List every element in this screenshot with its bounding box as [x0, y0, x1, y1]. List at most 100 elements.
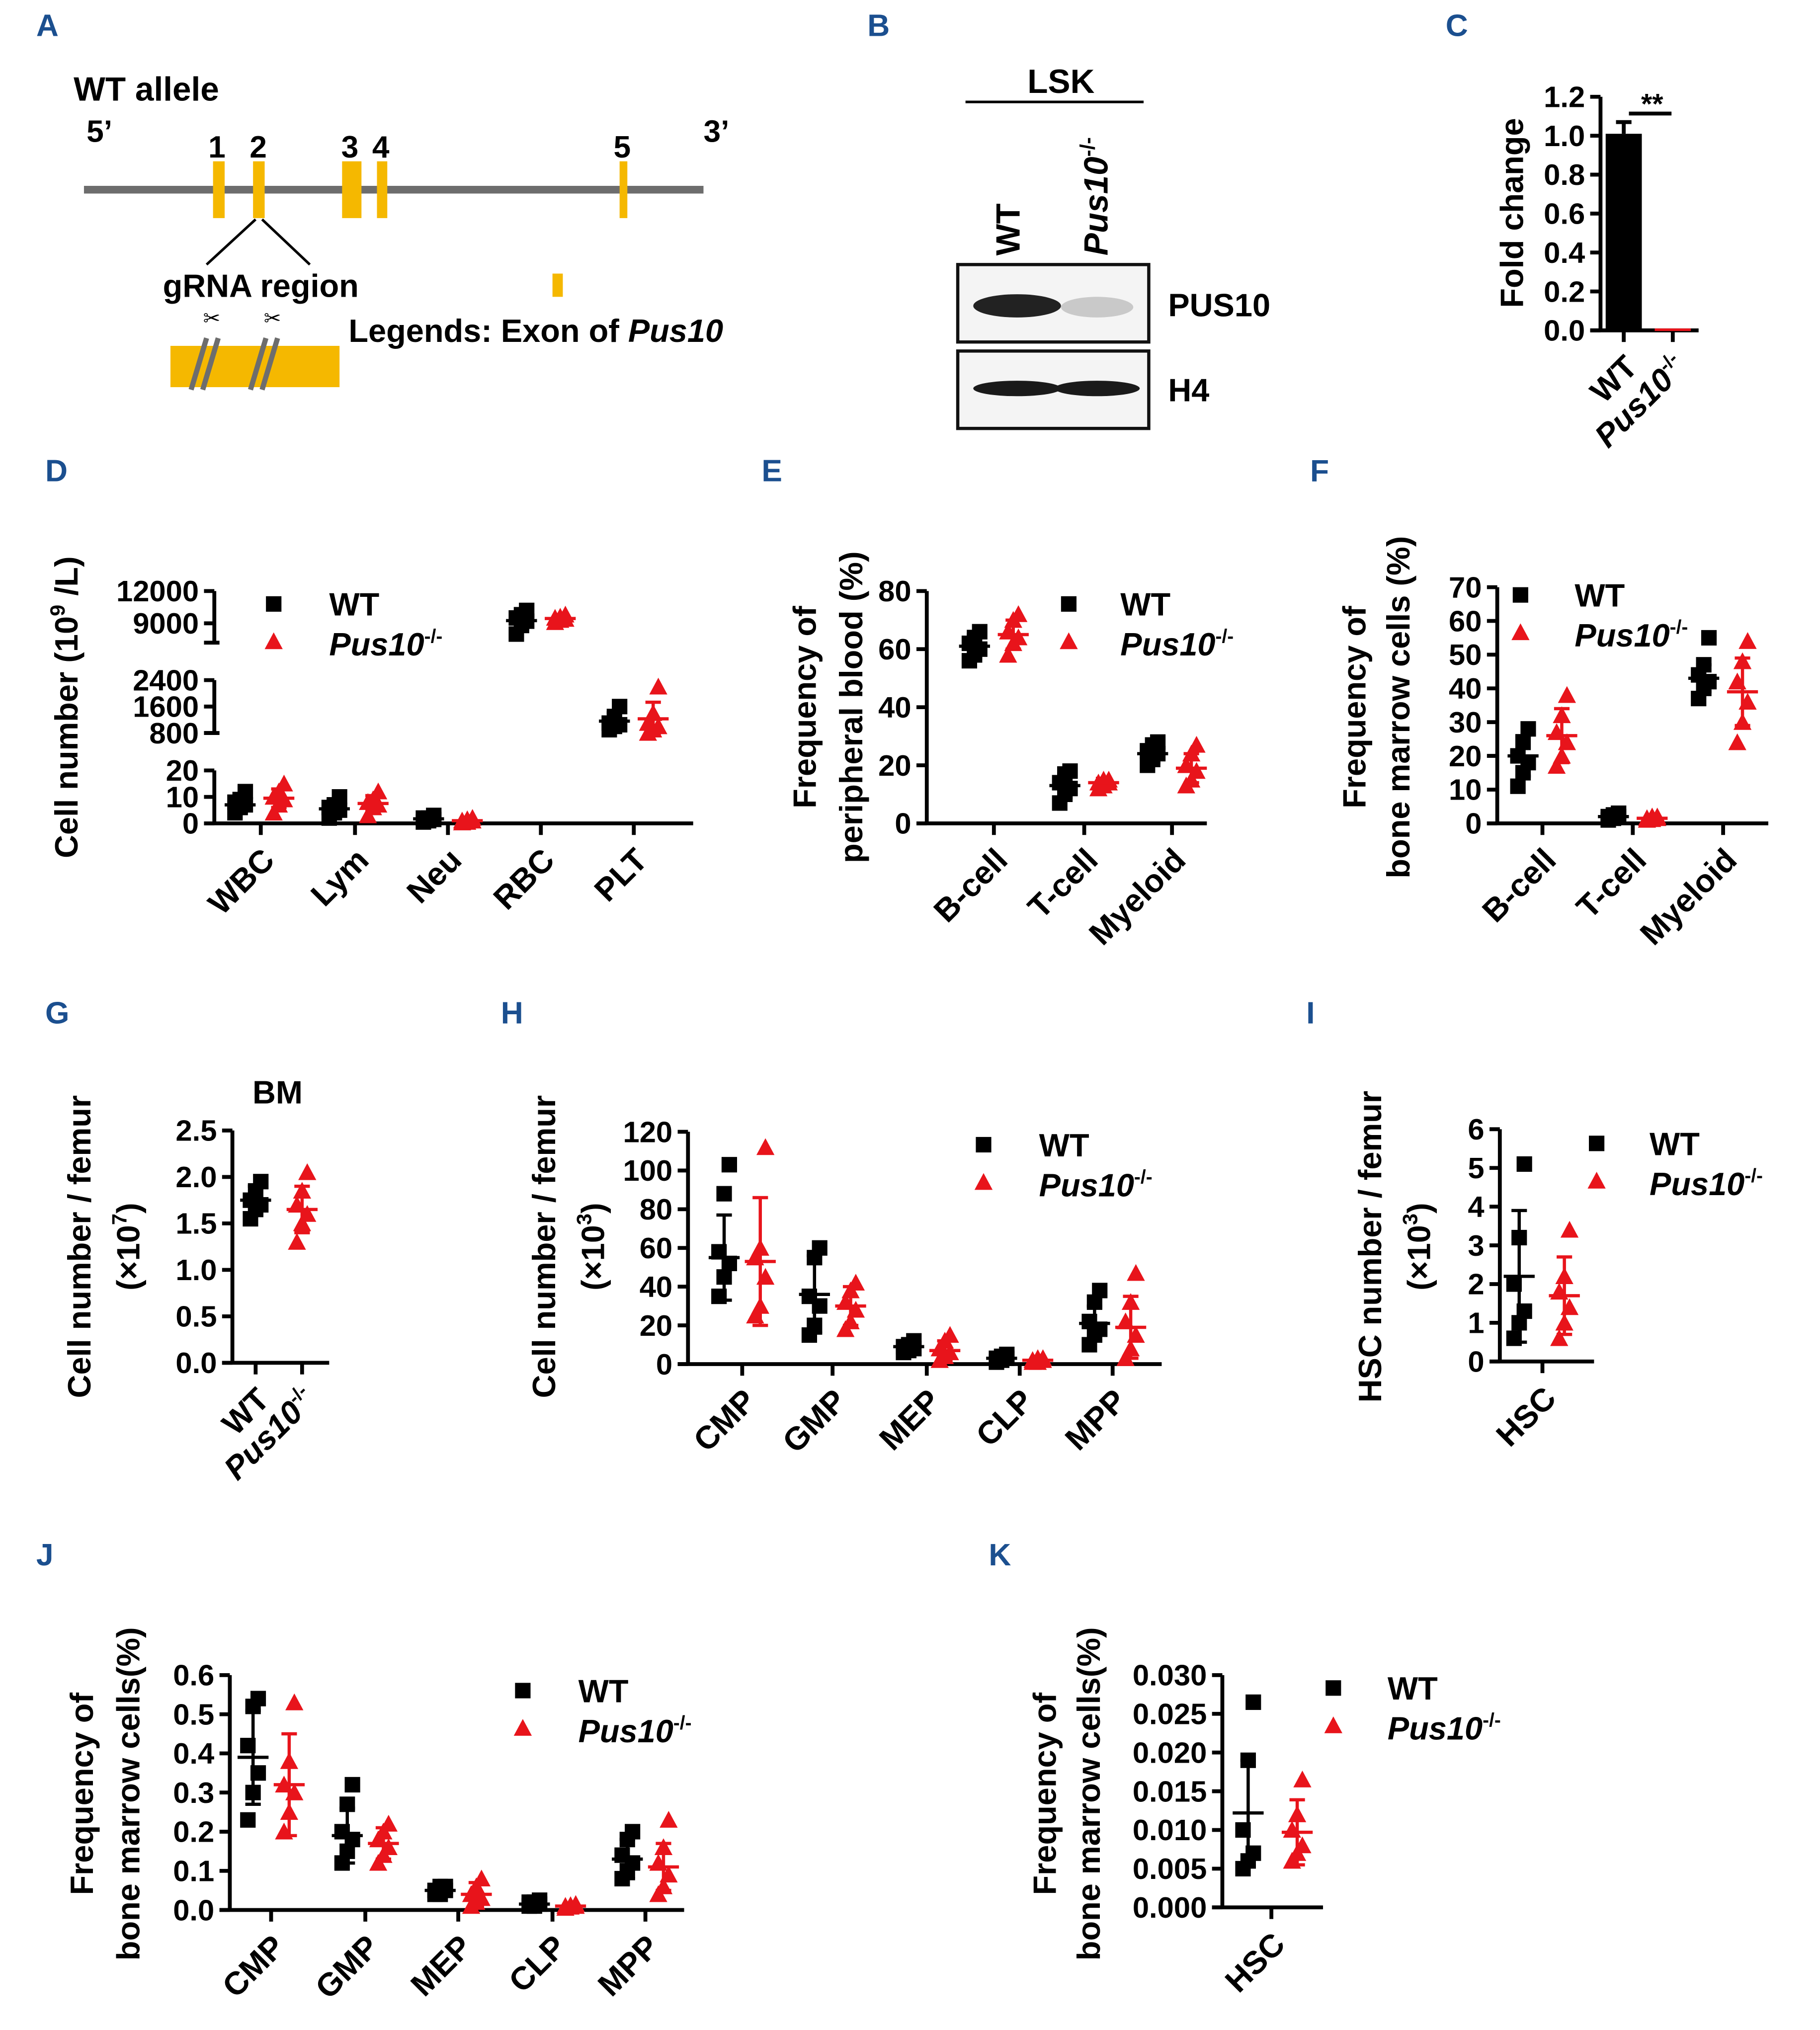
y-tick-label: 2.0	[175, 1160, 217, 1194]
y-tick-label: 20	[640, 1309, 672, 1342]
zoom-line	[261, 218, 311, 266]
y-tick-label: 0	[182, 807, 199, 840]
legend-exon-swatch	[552, 273, 563, 297]
y-tick-label: 40	[1449, 672, 1482, 705]
legend-ko-marker	[513, 1719, 532, 1736]
legend-ko-label: Pus10-/-	[1120, 626, 1234, 662]
three-prime-label: 3’	[703, 115, 729, 149]
five-prime-label: 5’	[86, 115, 112, 149]
panel-letter: E	[761, 454, 782, 488]
exon-number: 1	[208, 130, 226, 164]
panel-letter: K	[989, 1538, 1011, 1572]
y-tick-label: 0.4	[173, 1737, 214, 1770]
y-tick-label: 2400	[133, 663, 199, 697]
y-tick-label: 0.5	[173, 1698, 214, 1731]
zoom-line	[205, 218, 257, 266]
grna-label: gRNA region	[163, 267, 359, 304]
panel-letter: G	[45, 996, 69, 1030]
y-tick-label: 0.020	[1133, 1736, 1207, 1769]
y-tick-label: 0.1	[173, 1854, 214, 1887]
wt-data-point	[716, 1186, 732, 1202]
y-tick-label: 0	[656, 1348, 672, 1381]
y-tick-label: 20	[878, 749, 911, 782]
y-tick-label: 40	[878, 691, 911, 724]
legend-wt-label: WT	[579, 1673, 629, 1709]
significance-label: **	[1641, 88, 1663, 120]
allele-title: WT allele	[74, 71, 219, 108]
ko-data-point	[298, 1163, 317, 1180]
y-tick-label: 60	[640, 1231, 672, 1265]
legend-wt-marker	[1512, 587, 1528, 603]
exon-1	[213, 161, 225, 218]
ko-data-point	[288, 1233, 306, 1250]
x-category-label: HSC	[1218, 1925, 1292, 1999]
wt-data-point	[1245, 1694, 1261, 1710]
wt-data-point	[1516, 1156, 1532, 1172]
panel-letter: I	[1306, 996, 1315, 1030]
panel-letter: B	[867, 9, 890, 43]
y-axis-label-unit: (×103)	[573, 1203, 611, 1290]
x-category-label: MEP	[872, 1382, 947, 1457]
exon-number: 2	[249, 130, 267, 164]
exon-4	[377, 161, 388, 218]
x-category-label: CLP	[501, 1928, 573, 1999]
legend-ko-label: Pus10-/-	[329, 626, 442, 662]
legend-ko-marker	[974, 1173, 993, 1190]
y-axis-label: HSC number / femur	[1352, 1091, 1388, 1403]
x-category-label: GMP	[308, 1928, 386, 2006]
panel-letter: J	[36, 1538, 54, 1572]
legend-wt-label: WT	[1650, 1126, 1700, 1162]
y-tick-label: 0.3	[173, 1776, 214, 1809]
y-tick-label: 1.0	[1544, 119, 1585, 153]
ko-data-point	[1550, 1329, 1569, 1346]
x-category-label: Lym	[304, 841, 375, 913]
legend-wt-label: WT	[329, 586, 379, 623]
x-category-label: PLT	[587, 841, 654, 908]
legend-wt-marker	[1061, 596, 1077, 612]
y-tick-label: 0.6	[173, 1659, 214, 1692]
legend-ko-marker	[1324, 1716, 1342, 1733]
x-category-label: RBC	[486, 841, 561, 916]
panel-letter: F	[1310, 454, 1329, 488]
y-axis-label: Frequency of	[786, 606, 823, 809]
y-axis-label-unit: (×107)	[108, 1203, 147, 1290]
exon-number: 3	[341, 130, 359, 164]
y-tick-label: 50	[1449, 638, 1482, 671]
legend-wt-marker	[1325, 1680, 1341, 1696]
scissors-icon: ✂	[264, 306, 281, 329]
y-tick-label: 0.6	[1544, 197, 1585, 231]
lane-label-wt: WT	[990, 203, 1027, 255]
y-tick-label: 1.2	[1544, 81, 1585, 114]
x-category-label: CMP	[686, 1382, 763, 1459]
legend-ko-label: Pus10-/-	[1574, 617, 1688, 653]
y-tick-label: 800	[149, 717, 199, 750]
y-tick-label: 10	[1449, 773, 1482, 807]
ko-data-point	[1127, 1264, 1145, 1281]
y-tick-label: 0	[895, 807, 911, 840]
y-tick-label: 1	[1468, 1306, 1484, 1340]
wt-data-point	[250, 1691, 266, 1706]
x-category-label: WBC	[201, 841, 281, 921]
ko-data-point	[285, 1693, 304, 1710]
y-tick-label: 2	[1468, 1268, 1484, 1301]
wt-data-point	[344, 1777, 360, 1792]
y-axis-label-unit: peripheral blood (%)	[833, 551, 869, 863]
x-category-label: CMP	[215, 1928, 292, 2005]
ko-data-point	[649, 677, 667, 695]
panel-j: J 0.0 0.1 0.2 0.3 0.4 0.5 0.6 CMP GMP MEP CLP MPP Fre…	[36, 1538, 692, 2006]
ko-data-point	[999, 646, 1017, 663]
ko-data-point	[756, 1138, 775, 1155]
y-tick-label: 0.0	[1544, 314, 1585, 347]
y-axis-label: Frequency of	[1026, 1693, 1063, 1895]
wt-data-point	[721, 1157, 738, 1173]
y-axis-label-unit: (×103)	[1399, 1203, 1437, 1290]
ko-data-point	[275, 774, 293, 792]
y-tick-label: 1.0	[175, 1253, 217, 1287]
y-tick-label: 20	[1449, 739, 1482, 773]
y-tick-label: 12000	[116, 574, 199, 608]
y-tick-label: 70	[1449, 570, 1482, 604]
exon-number: 5	[614, 130, 631, 164]
ko-data-point	[1009, 605, 1028, 622]
y-tick-label: 0.015	[1133, 1775, 1207, 1808]
ko-data-point	[1293, 1771, 1312, 1787]
